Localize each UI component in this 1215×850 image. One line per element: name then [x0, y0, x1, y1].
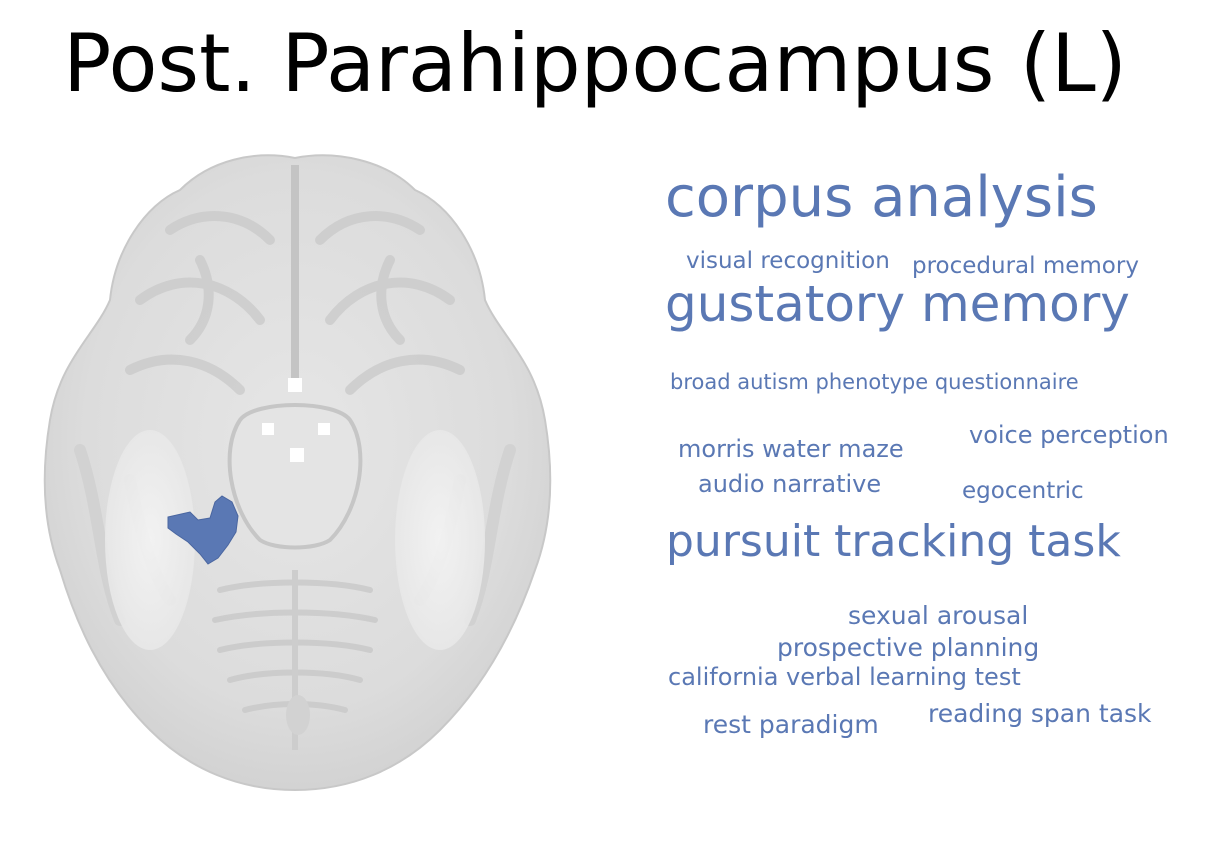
term-egocentric: egocentric: [962, 478, 1084, 504]
brain-axial-slice: [40, 150, 560, 795]
term-broad-autism-phenotype-questionnaire: broad autism phenotype questionnaire: [670, 370, 1079, 394]
brain-image: [43, 154, 552, 792]
term-visual-recognition: visual recognition: [686, 248, 890, 274]
term-gustatory-memory: gustatory memory: [665, 275, 1130, 333]
term-california-verbal-learning-test: california verbal learning test: [668, 663, 1021, 691]
term-morris-water-maze: morris water maze: [678, 435, 904, 463]
term-pursuit-tracking-task: pursuit tracking task: [666, 516, 1121, 567]
term-reading-span-task: reading span task: [928, 699, 1152, 728]
term-rest-paradigm: rest paradigm: [703, 710, 879, 739]
term-procedural-memory: procedural memory: [912, 253, 1139, 279]
region-highlight: [167, 495, 239, 565]
term-corpus-analysis: corpus analysis: [665, 165, 1098, 230]
term-audio-narrative: audio narrative: [698, 470, 882, 498]
term-prospective-planning: prospective planning: [777, 633, 1040, 662]
figure-title: Post. Parahippocampus (L): [63, 17, 1127, 110]
term-sexual-arousal: sexual arousal: [848, 601, 1029, 630]
term-voice-perception: voice perception: [969, 421, 1169, 449]
